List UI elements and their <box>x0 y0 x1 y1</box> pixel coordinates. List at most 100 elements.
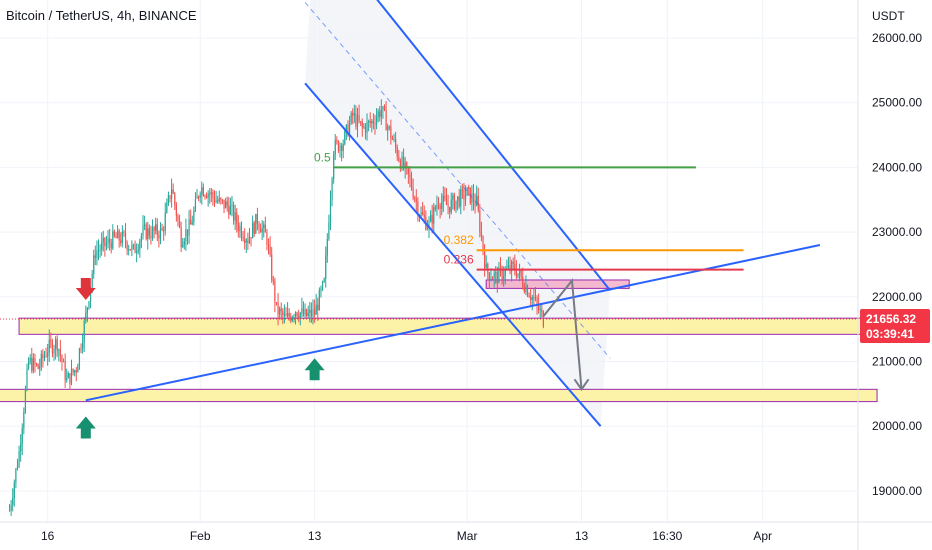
candle-down <box>463 189 465 200</box>
candle-up <box>433 207 435 224</box>
candle-down <box>272 279 274 282</box>
candle-up <box>225 201 227 209</box>
candle-down <box>314 309 316 315</box>
candle-up <box>366 121 368 133</box>
candle-up <box>116 230 119 239</box>
candle-down <box>410 177 413 189</box>
candle-up <box>112 231 114 249</box>
candle-up <box>518 270 521 274</box>
projection-path <box>542 278 583 390</box>
candle-up <box>323 278 325 282</box>
candle-up <box>167 195 170 204</box>
candle-down <box>423 214 425 217</box>
candle-up <box>77 365 79 373</box>
candle-up <box>93 255 95 275</box>
candle-down <box>496 272 498 283</box>
candle-up <box>29 357 31 361</box>
candle-down <box>56 339 58 351</box>
y-tick-label: 21000.00 <box>872 355 922 369</box>
candle-down <box>352 112 354 116</box>
candle-up <box>58 349 60 351</box>
candle-up <box>20 444 22 452</box>
candle-up <box>12 497 14 505</box>
candle-down <box>31 357 33 371</box>
y-tick-label: 24000.00 <box>872 160 922 174</box>
candle-up <box>404 162 406 168</box>
candle-down <box>372 120 374 124</box>
candle-up <box>171 189 173 199</box>
candle-down <box>120 240 122 244</box>
candle-down <box>522 276 524 287</box>
candle-down <box>34 358 36 365</box>
candle-down <box>412 188 414 198</box>
candle-up <box>339 145 341 152</box>
candle-up <box>10 504 12 511</box>
candle-down <box>406 162 408 167</box>
x-tick-label: 16:30 <box>652 529 682 543</box>
candle-up <box>307 312 309 316</box>
candle-up <box>26 368 28 389</box>
candle-up <box>464 195 467 200</box>
candle-up <box>136 251 138 253</box>
candle-down <box>369 121 371 124</box>
candle-up <box>350 112 352 123</box>
support-zone <box>0 388 878 403</box>
candle-up <box>342 143 344 151</box>
candle-up <box>283 313 286 316</box>
candle-up <box>326 239 328 256</box>
candle-up <box>503 275 505 280</box>
candle-down <box>148 228 150 236</box>
candle-down <box>317 304 319 311</box>
candle-up <box>166 203 168 213</box>
candle-up <box>304 309 306 316</box>
candle-down <box>161 228 163 231</box>
candle-down <box>242 236 244 239</box>
candle-down <box>444 195 446 199</box>
candle-up <box>128 249 130 251</box>
x-tick-label: Apr <box>753 529 772 543</box>
candle-down <box>398 156 400 161</box>
x-tick-label: 16 <box>41 529 55 543</box>
candle-down <box>306 309 308 316</box>
candle-up <box>91 274 93 288</box>
candle-up <box>388 126 390 128</box>
candle-down <box>509 265 511 272</box>
y-tick-label: 20000.00 <box>872 419 922 433</box>
candle-down <box>212 192 214 198</box>
candle-down <box>447 204 449 207</box>
candle-up <box>348 122 351 136</box>
candle-down <box>396 147 398 157</box>
candle-up <box>534 297 537 299</box>
candle-up <box>485 264 487 268</box>
candle-up <box>457 196 459 201</box>
candle-up <box>188 219 190 236</box>
candle-up <box>85 312 87 321</box>
candle-down <box>75 370 77 373</box>
candle-down <box>190 219 192 225</box>
candle-down <box>296 312 298 317</box>
candle-up <box>442 195 444 203</box>
candle-up <box>255 214 257 234</box>
candle-down <box>271 254 273 280</box>
candle-down <box>290 316 292 321</box>
candle-up <box>279 308 281 315</box>
candle-down <box>479 210 481 232</box>
candle-down <box>209 193 211 195</box>
candle-down <box>163 230 165 232</box>
candle-down <box>515 269 517 277</box>
candle-up <box>207 193 209 198</box>
candle-down <box>118 230 120 241</box>
candle-up <box>320 288 322 291</box>
candle-down <box>480 231 483 237</box>
candle-up <box>263 224 265 228</box>
candle-up <box>182 244 184 247</box>
candle-up <box>293 316 295 318</box>
candle-up <box>299 312 301 319</box>
candle-up <box>78 348 81 366</box>
candle-up <box>43 355 46 359</box>
candle-up <box>261 227 263 233</box>
candle-down <box>533 297 535 299</box>
candle-up <box>315 304 317 315</box>
